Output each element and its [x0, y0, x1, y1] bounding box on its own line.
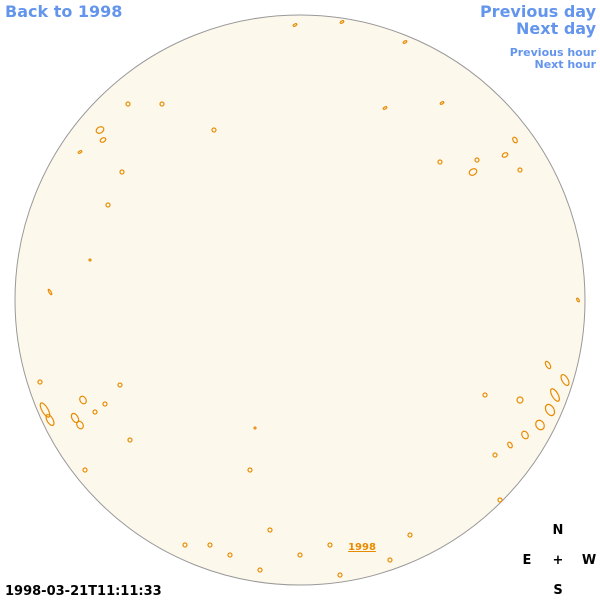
contour — [159, 101, 165, 107]
contour — [82, 467, 88, 473]
contour — [257, 567, 263, 573]
contour — [88, 258, 92, 262]
contour — [79, 395, 87, 405]
contour — [468, 168, 478, 176]
contour — [407, 532, 413, 538]
contour — [77, 150, 83, 154]
previous-day-link[interactable]: Previous day — [480, 2, 597, 21]
contour — [37, 379, 43, 385]
contour — [544, 360, 552, 370]
previous-hour-link[interactable]: Previous hour — [510, 46, 597, 59]
contour — [267, 527, 273, 533]
contour — [474, 157, 480, 163]
compass-south: S — [553, 583, 562, 598]
contour — [95, 126, 105, 134]
compass-center: + — [553, 553, 564, 568]
contour — [247, 467, 253, 473]
contour — [576, 297, 580, 303]
contour — [517, 167, 523, 173]
next-hour-link[interactable]: Next hour — [535, 58, 597, 71]
contour — [292, 23, 298, 27]
compass-west: W — [582, 553, 596, 568]
contour — [105, 202, 111, 208]
contour — [521, 430, 529, 440]
contour — [507, 441, 513, 449]
contour — [387, 557, 393, 563]
timestamp: 1998-03-21T11:11:33 — [5, 584, 162, 599]
next-day-link[interactable]: Next day — [516, 19, 597, 38]
contour — [127, 437, 133, 443]
contour — [182, 542, 188, 548]
contour — [439, 101, 445, 105]
contour — [211, 127, 217, 133]
contour — [339, 20, 345, 24]
contour — [99, 137, 107, 143]
back-link[interactable]: Back to 1998 — [5, 2, 122, 21]
contour — [102, 401, 108, 407]
contour — [501, 152, 509, 158]
contour — [516, 396, 524, 404]
solar-disk — [14, 14, 586, 586]
contour — [117, 382, 123, 388]
contour — [382, 106, 388, 110]
contour — [497, 497, 503, 503]
contour — [297, 552, 303, 558]
contour — [92, 409, 98, 415]
contour — [512, 136, 518, 144]
contour — [253, 426, 257, 430]
contour — [402, 40, 408, 44]
contour — [550, 388, 560, 402]
contour — [119, 169, 125, 175]
contour — [544, 403, 556, 417]
contour — [492, 452, 498, 458]
year-link[interactable]: 1998 — [348, 542, 376, 553]
contour — [337, 572, 343, 578]
magnetic-regions — [37, 20, 580, 578]
contour — [39, 402, 51, 418]
contour — [125, 101, 131, 107]
contour — [560, 373, 570, 387]
contour — [437, 159, 443, 165]
contour — [47, 288, 53, 296]
contour — [76, 420, 84, 430]
compass-east: E — [523, 553, 532, 568]
compass-north: N — [553, 523, 564, 538]
contour — [207, 542, 213, 548]
contour — [45, 413, 55, 427]
contour — [227, 552, 233, 558]
contour — [535, 419, 545, 431]
contour — [482, 392, 488, 398]
contour — [327, 542, 333, 548]
